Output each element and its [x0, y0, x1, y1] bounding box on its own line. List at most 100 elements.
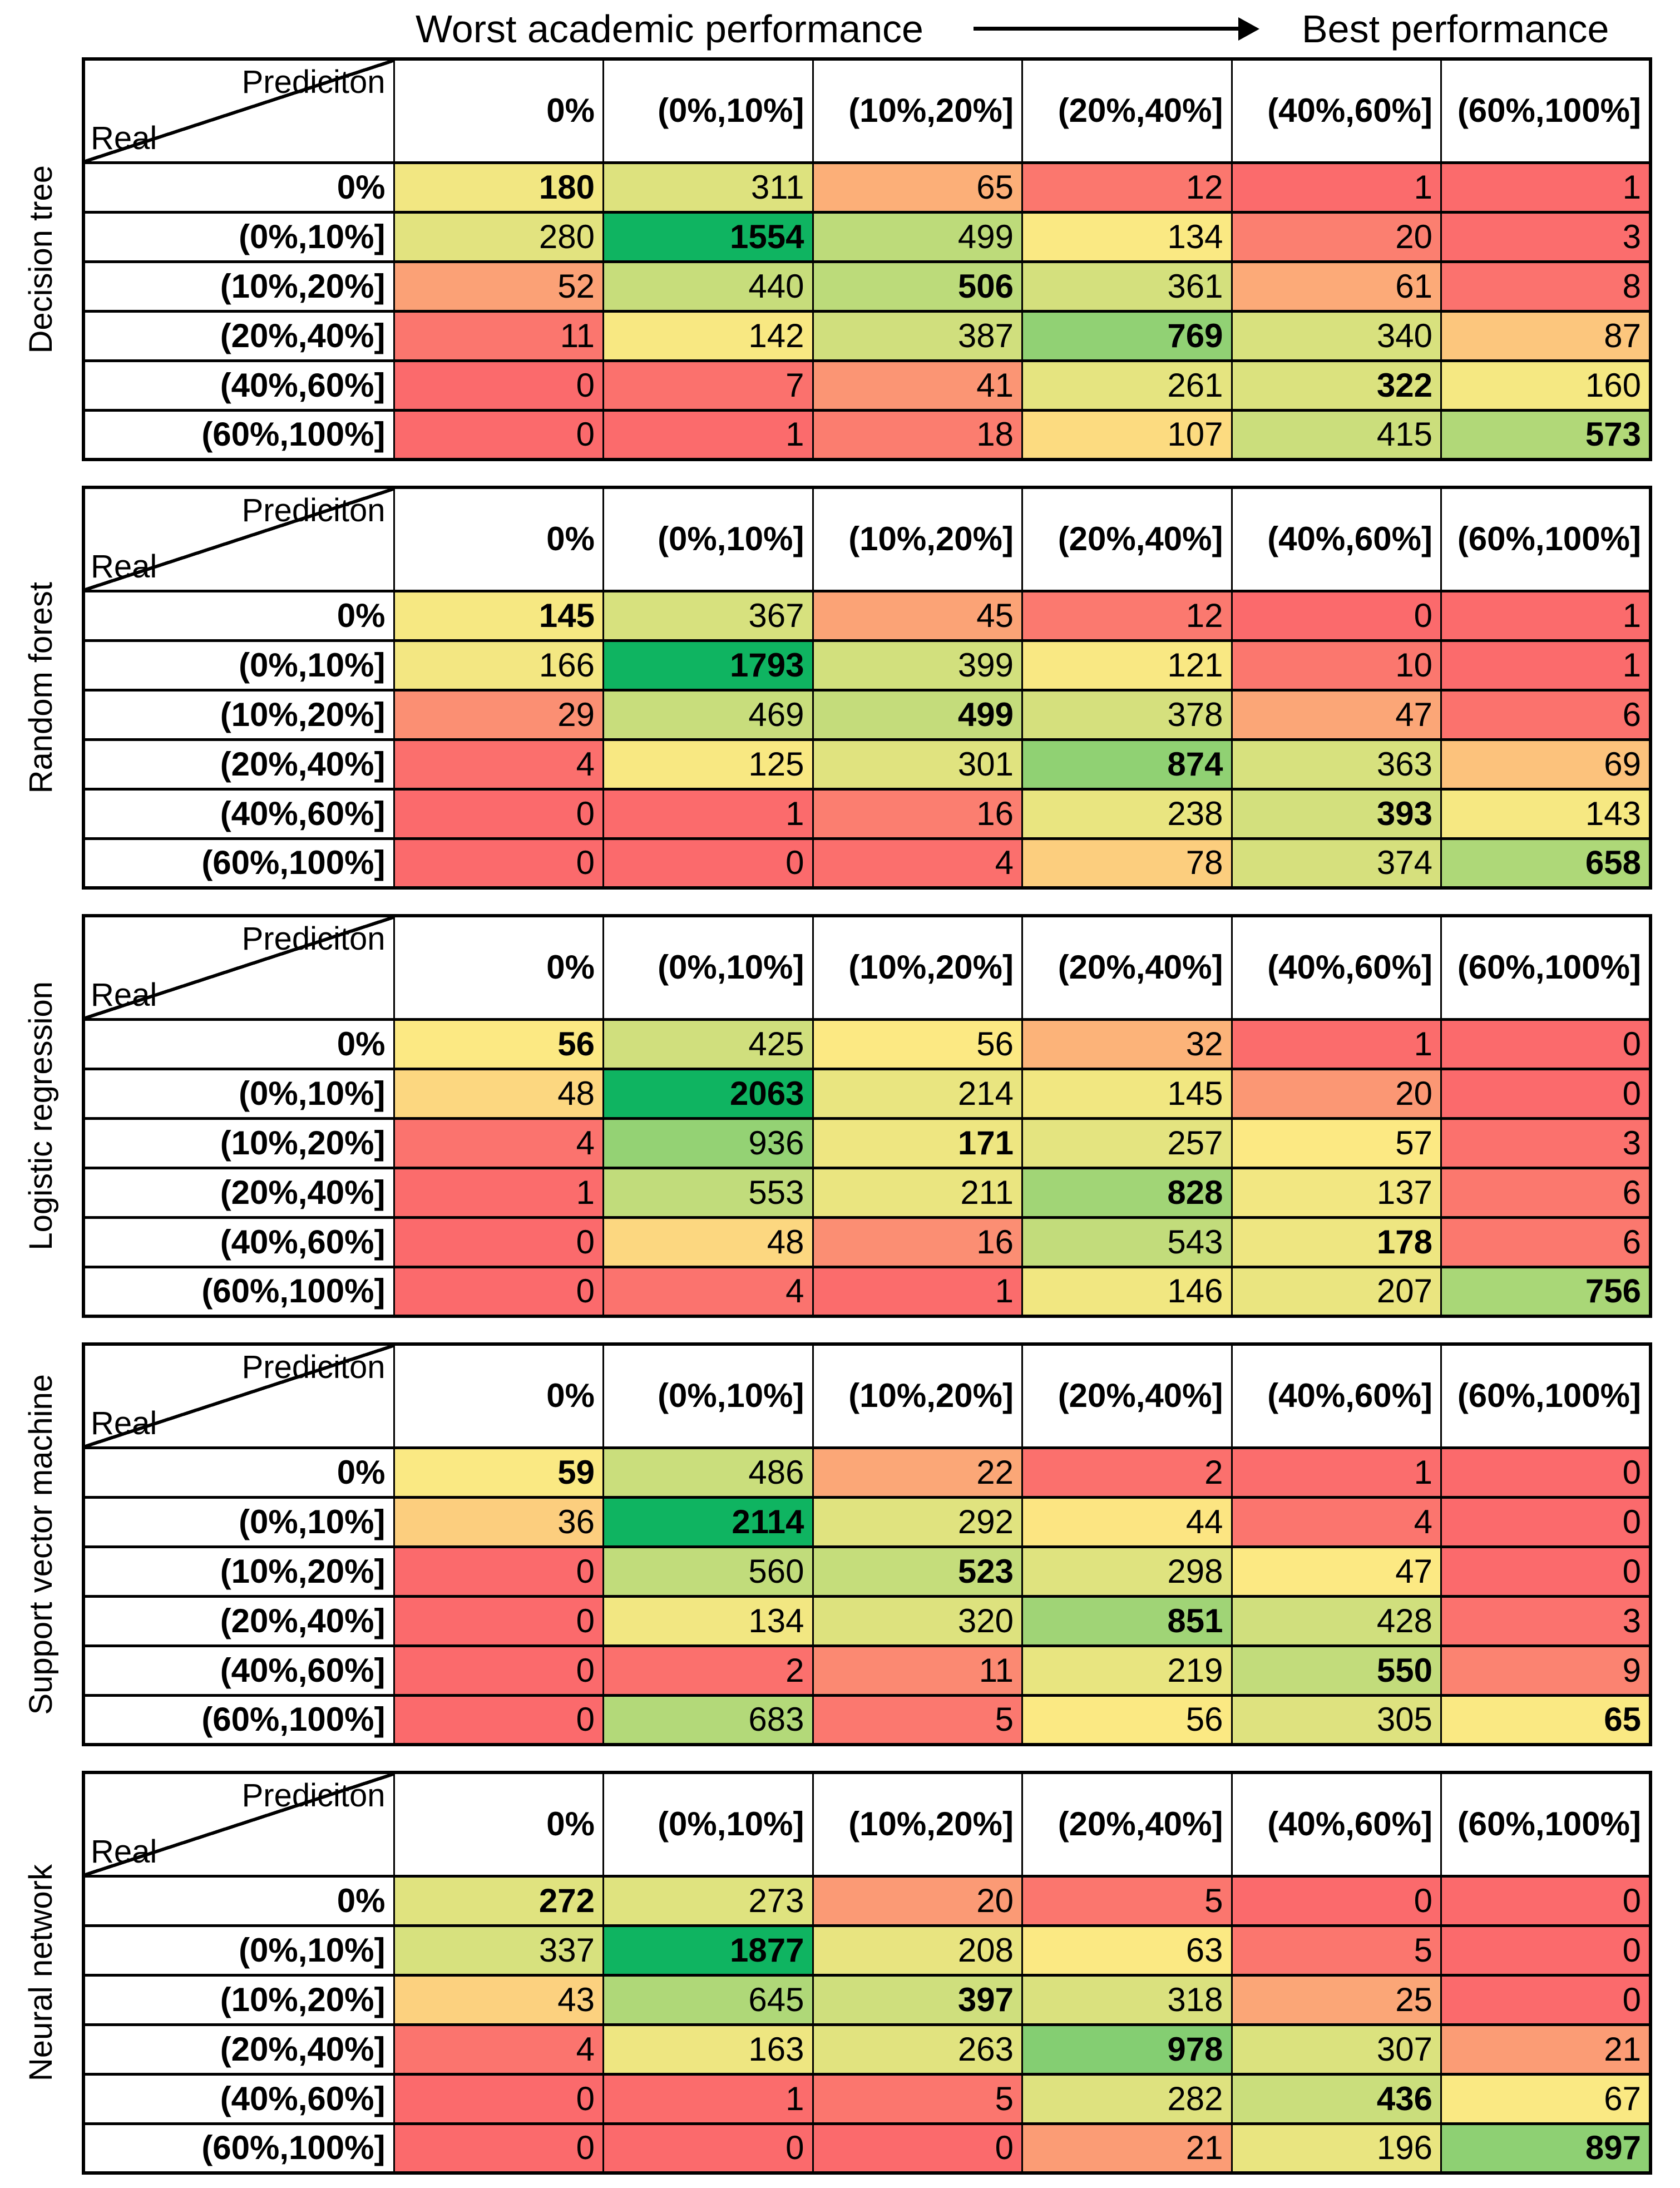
matrix-cell: 307 — [1231, 2023, 1442, 2076]
matrix-cell: 1 — [393, 1166, 604, 1219]
matrix-cell: 311 — [602, 161, 814, 214]
col-header: (20%,40%] — [1021, 914, 1233, 1021]
col-header: 0% — [393, 914, 604, 1021]
matrix-cell: 374 — [1231, 837, 1442, 890]
col-header: (10%,20%] — [812, 914, 1023, 1021]
prediction-axis-label: Prediciton — [241, 64, 386, 100]
matrix-cell: 756 — [1440, 1265, 1652, 1318]
real-axis-label: Real — [91, 548, 157, 585]
real-axis-label: Real — [91, 1833, 157, 1870]
matrix-row: (60%,100%] 0 4 1 146 207 756 — [82, 1265, 1652, 1318]
matrix-cell: 499 — [812, 688, 1023, 741]
matrix-cell: 499 — [812, 210, 1023, 263]
row-header: (0%,10%] — [82, 639, 395, 692]
matrix-cell: 0 — [393, 1644, 604, 1697]
matrix-cell: 20 — [1231, 210, 1442, 263]
matrix-cell: 1 — [602, 408, 814, 461]
col-header: (10%,20%] — [812, 57, 1023, 164]
matrix-cell: 143 — [1440, 787, 1652, 840]
matrix-cell: 0 — [393, 1594, 604, 1647]
matrix-cell: 178 — [1231, 1216, 1442, 1268]
model-label-gutter: Random forest — [0, 486, 82, 890]
row-header: (0%,10%] — [82, 1067, 395, 1120]
matrix-cell: 0 — [393, 1545, 604, 1598]
matrix-cell: 340 — [1231, 309, 1442, 362]
matrix-cell: 440 — [602, 260, 814, 313]
row-header: (20%,40%] — [82, 1594, 395, 1647]
matrix-cell: 21 — [1021, 2122, 1233, 2175]
matrix-cell: 318 — [1021, 1973, 1233, 2026]
confusion-matrix-list: Decision tree Prediciton Real 0% (0%,10%] (10… — [0, 57, 1680, 2175]
matrix-cell: 238 — [1021, 787, 1233, 840]
matrix-row: (60%,100%] 0 1 18 107 415 573 — [82, 408, 1652, 461]
matrix-cell: 658 — [1440, 837, 1652, 890]
matrix-cell: 363 — [1231, 738, 1442, 791]
confusion-matrix-decision-tree: Prediciton Real 0% (0%,10%] (10%,20%] (20%,40… — [82, 57, 1652, 461]
col-header: (60%,100%] — [1440, 57, 1652, 164]
row-header: (10%,20%] — [82, 688, 395, 741]
matrix-cell: 214 — [812, 1067, 1023, 1120]
prediction-axis-label: Prediciton — [241, 1777, 386, 1814]
matrix-cell: 69 — [1440, 738, 1652, 791]
matrix-cell: 208 — [812, 1924, 1023, 1977]
matrix-cell: 2 — [1021, 1446, 1233, 1499]
matrix-cell: 282 — [1021, 2072, 1233, 2125]
matrix-cell: 6 — [1440, 1166, 1652, 1219]
matrix-cell: 0 — [393, 1265, 604, 1318]
matrix-cell: 63 — [1021, 1924, 1233, 1977]
matrix-cell: 0 — [1440, 1446, 1652, 1499]
matrix-cell: 47 — [1231, 1545, 1442, 1598]
matrix-cell: 261 — [1021, 359, 1233, 412]
matrix-cell: 399 — [812, 639, 1023, 692]
col-header: (0%,10%] — [602, 1771, 814, 1878]
matrix-cell: 851 — [1021, 1594, 1233, 1647]
row-header: (10%,20%] — [82, 1545, 395, 1598]
matrix-cell: 273 — [602, 1874, 814, 1927]
matrix-cell: 18 — [812, 408, 1023, 461]
row-header: (10%,20%] — [82, 1973, 395, 2026]
matrix-row: (0%,10%] 36 2114 292 44 4 0 — [82, 1495, 1652, 1548]
matrix-row: (10%,20%] 29 469 499 378 47 6 — [82, 688, 1652, 741]
col-header: (0%,10%] — [602, 486, 814, 592]
matrix-cell: 12 — [1021, 161, 1233, 214]
matrix-cell: 219 — [1021, 1644, 1233, 1697]
matrix-cell: 1554 — [602, 210, 814, 263]
col-header: (0%,10%] — [602, 57, 814, 164]
col-header: (20%,40%] — [1021, 57, 1233, 164]
matrix-cell: 5 — [812, 2072, 1023, 2125]
matrix-cell: 469 — [602, 688, 814, 741]
matrix-cell: 4 — [812, 837, 1023, 890]
matrix-cell: 180 — [393, 161, 604, 214]
matrix-cell: 211 — [812, 1166, 1023, 1219]
real-axis-label: Real — [91, 976, 157, 1013]
matrix-row: (20%,40%] 11 142 387 769 340 87 — [82, 309, 1652, 362]
matrix-cell: 320 — [812, 1594, 1023, 1647]
model-label: Random forest — [22, 581, 59, 794]
matrix-cell: 936 — [602, 1117, 814, 1169]
matrix-cell: 397 — [812, 1973, 1023, 2026]
matrix-cell: 367 — [602, 589, 814, 642]
matrix-cell: 166 — [393, 639, 604, 692]
matrix-cell: 0 — [1440, 1874, 1652, 1927]
matrix-row: (10%,20%] 52 440 506 361 61 8 — [82, 260, 1652, 313]
row-header: (60%,100%] — [82, 1693, 395, 1746]
matrix-cell: 305 — [1231, 1693, 1442, 1746]
matrix-cell: 145 — [1021, 1067, 1233, 1120]
matrix-row: 0% 56 425 56 32 1 0 — [82, 1018, 1652, 1070]
title-worst-label: Worst academic performance — [416, 7, 923, 51]
matrix-cell: 683 — [602, 1693, 814, 1746]
matrix-cell: 387 — [812, 309, 1023, 362]
real-axis-label: Real — [91, 1405, 157, 1441]
row-header: (20%,40%] — [82, 309, 395, 362]
matrix-cell: 57 — [1231, 1117, 1442, 1169]
matrix-cell: 16 — [812, 1216, 1023, 1268]
matrix-cell: 12 — [1021, 589, 1233, 642]
matrix-cell: 0 — [1440, 1545, 1652, 1598]
matrix-cell: 0 — [393, 787, 604, 840]
matrix-cell: 4 — [1231, 1495, 1442, 1548]
matrix-cell: 378 — [1021, 688, 1233, 741]
row-header: (0%,10%] — [82, 1495, 395, 1548]
col-header: (60%,100%] — [1440, 486, 1652, 592]
matrix-cell: 61 — [1231, 260, 1442, 313]
matrix-cell: 11 — [812, 1644, 1023, 1697]
